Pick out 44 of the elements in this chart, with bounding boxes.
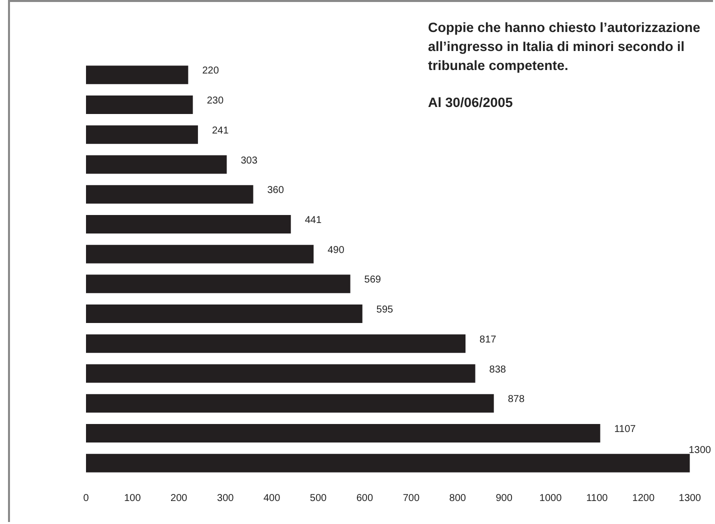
bar	[86, 96, 193, 114]
data-label: 817	[480, 334, 497, 346]
x-tick-label: 500	[310, 492, 328, 504]
data-label: 1107	[614, 424, 636, 435]
data-label: 878	[508, 394, 525, 406]
bar	[86, 334, 466, 353]
x-tick-label: 100	[124, 492, 142, 504]
x-tick-label: 700	[402, 492, 420, 504]
x-tick-label: 1200	[632, 492, 655, 504]
bar	[86, 364, 476, 383]
bar	[86, 394, 494, 413]
chart-title: Coppie che hanno chiesto l’autorizzazione all’ingresso in Italia di minori secondo il tribunale competente.	[428, 19, 702, 75]
bar	[86, 454, 690, 472]
data-label: 595	[376, 304, 394, 316]
bar	[86, 304, 362, 324]
data-label: 220	[202, 66, 220, 77]
bar	[86, 274, 350, 294]
x-tick-label: 400	[263, 492, 281, 504]
text: Al 30/06/2005	[428, 94, 514, 112]
data-label: 230	[206, 96, 224, 107]
data-label: 569	[364, 274, 382, 286]
bar	[86, 66, 188, 84]
bar	[86, 185, 254, 204]
bar	[86, 244, 314, 264]
x-tick-label: 200	[170, 492, 188, 504]
data-label: 1300	[688, 444, 712, 456]
x-tick-label: 300	[217, 492, 234, 504]
x-tick-label: 600	[356, 492, 374, 504]
x-tick-label: 900	[496, 492, 513, 504]
data-label: 360	[267, 185, 284, 196]
bar	[86, 155, 227, 174]
x-tick-label: 1300	[678, 492, 702, 504]
x-tick-label: 1000	[539, 492, 562, 504]
data-label: 441	[304, 214, 322, 226]
x-tick-label: 800	[449, 492, 466, 504]
data-label: 490	[328, 244, 345, 256]
data-label: 838	[489, 364, 506, 376]
x-tick-label: 0	[83, 492, 90, 504]
x-tick-label: 1100	[586, 492, 608, 504]
data-label: 303	[240, 155, 258, 166]
bar	[86, 214, 291, 234]
bar	[86, 125, 198, 144]
bar	[86, 424, 600, 442]
data-label: 241	[212, 125, 230, 136]
